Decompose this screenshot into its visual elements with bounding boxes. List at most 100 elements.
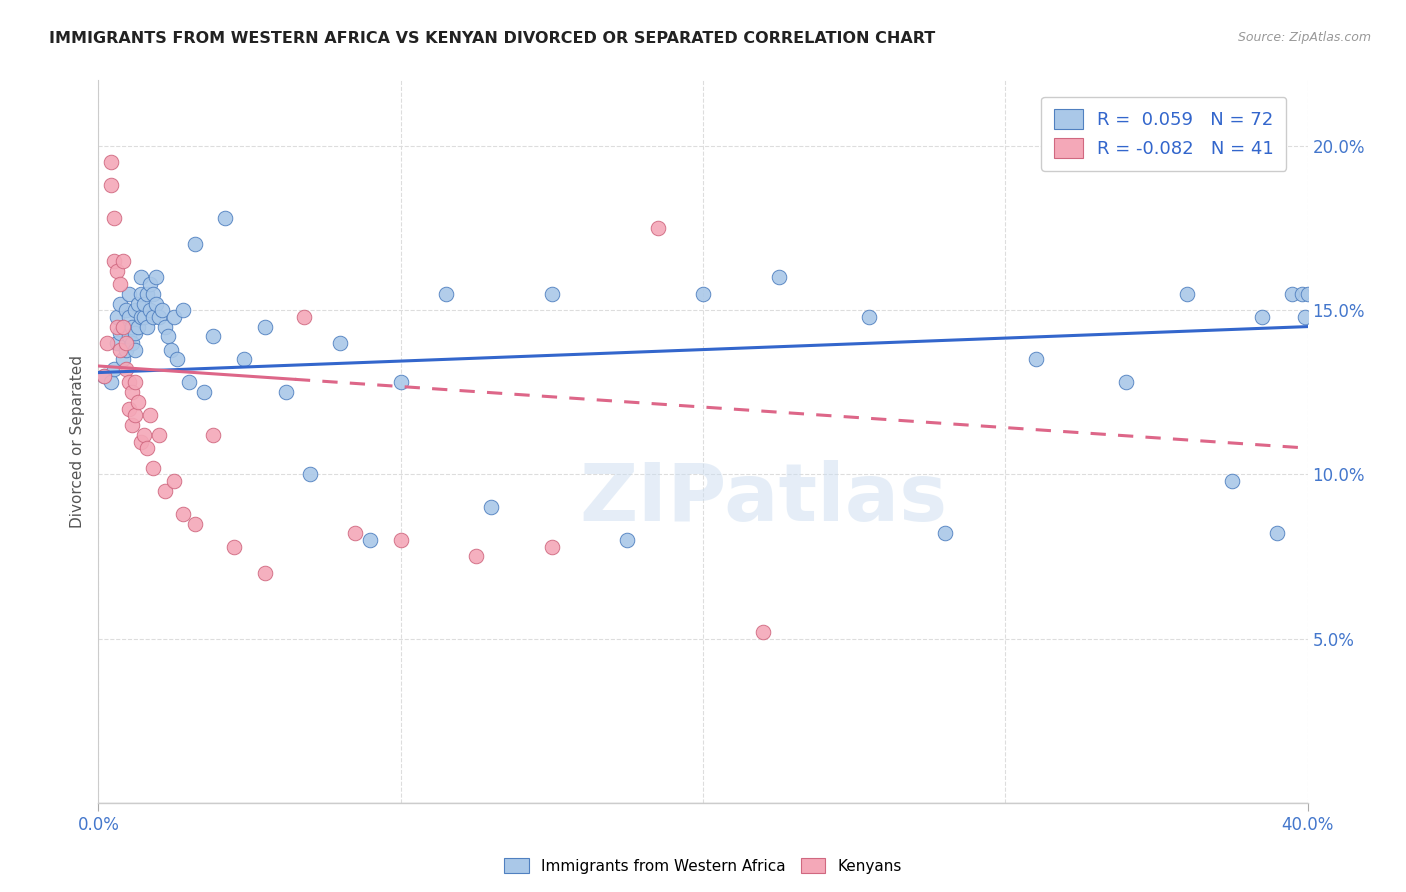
Point (139, 409, 162, 423)
Point (100, 178, 122, 193)
Point (111, 253, 134, 268)
Point (124, 326, 146, 340)
Point (163, 474, 186, 488)
Text: Source: ZipAtlas.com: Source: ZipAtlas.com (1237, 31, 1371, 45)
Point (121, 418, 143, 433)
Point (202, 329, 225, 343)
Point (184, 237, 207, 252)
Point (124, 303, 146, 318)
Point (148, 428, 170, 442)
Point (118, 376, 141, 390)
Point (129, 434, 152, 449)
Point (179, 376, 201, 390)
Point (1175, 286, 1198, 301)
Point (108, 343, 131, 357)
Y-axis label: Divorced or Separated: Divorced or Separated (70, 355, 86, 528)
Point (114, 362, 136, 376)
Point (118, 329, 141, 343)
Point (934, 526, 956, 541)
Point (540, 286, 562, 301)
Point (121, 336, 143, 351)
Point (202, 428, 225, 442)
Point (111, 319, 134, 334)
Point (153, 319, 176, 334)
Point (93, 368, 115, 383)
Point (752, 625, 775, 640)
Point (135, 441, 157, 455)
Point (105, 310, 128, 324)
Point (135, 319, 157, 334)
Point (114, 336, 136, 351)
Point (132, 296, 155, 310)
Point (108, 277, 131, 291)
Point (1267, 526, 1289, 541)
Point (153, 483, 176, 498)
Point (145, 296, 167, 310)
Point (148, 310, 170, 324)
Point (127, 296, 149, 310)
Point (150, 303, 173, 318)
Point (124, 376, 146, 390)
Point (172, 303, 194, 318)
Point (253, 566, 276, 580)
Point (93, 368, 115, 383)
Point (100, 376, 122, 390)
Point (232, 352, 254, 367)
Point (616, 533, 638, 547)
Point (142, 460, 165, 475)
Point (184, 516, 207, 531)
Point (100, 155, 122, 169)
Point (121, 385, 143, 400)
Point (434, 286, 457, 301)
Point (124, 343, 146, 357)
Point (103, 362, 125, 376)
Point (163, 310, 186, 324)
Point (389, 533, 412, 547)
Point (135, 286, 157, 301)
Point (360, 533, 382, 547)
Point (274, 385, 297, 400)
Point (103, 211, 125, 226)
Point (139, 303, 162, 318)
Point (647, 221, 669, 235)
Point (108, 296, 131, 310)
Point (111, 319, 134, 334)
Point (145, 270, 167, 285)
Point (1220, 474, 1243, 488)
Point (132, 310, 155, 324)
Point (160, 343, 183, 357)
Point (224, 540, 246, 554)
Point (193, 385, 215, 400)
Legend: Immigrants from Western Africa, Kenyans: Immigrants from Western Africa, Kenyans (498, 852, 908, 880)
Point (253, 319, 276, 334)
Point (142, 286, 165, 301)
Point (768, 270, 790, 285)
Point (114, 303, 136, 318)
Point (118, 310, 141, 324)
Point (111, 352, 134, 367)
Point (692, 286, 714, 301)
Point (465, 549, 488, 564)
Point (214, 211, 236, 226)
Point (156, 329, 179, 343)
Point (1291, 286, 1313, 301)
Point (124, 409, 146, 423)
Point (166, 352, 188, 367)
Point (121, 319, 143, 334)
Point (389, 376, 412, 390)
Point (105, 319, 128, 334)
Text: IMMIGRANTS FROM WESTERN AFRICA VS KENYAN DIVORCED OR SEPARATED CORRELATION CHART: IMMIGRANTS FROM WESTERN AFRICA VS KENYAN… (49, 31, 935, 46)
Point (127, 395, 149, 409)
Point (139, 277, 162, 291)
Point (344, 526, 367, 541)
Point (1281, 286, 1303, 301)
Point (96, 336, 118, 351)
Point (114, 343, 136, 357)
Point (1115, 376, 1137, 390)
Point (299, 467, 322, 482)
Point (132, 428, 155, 442)
Point (129, 310, 152, 324)
Point (127, 319, 149, 334)
Point (1251, 310, 1274, 324)
Point (118, 401, 141, 416)
